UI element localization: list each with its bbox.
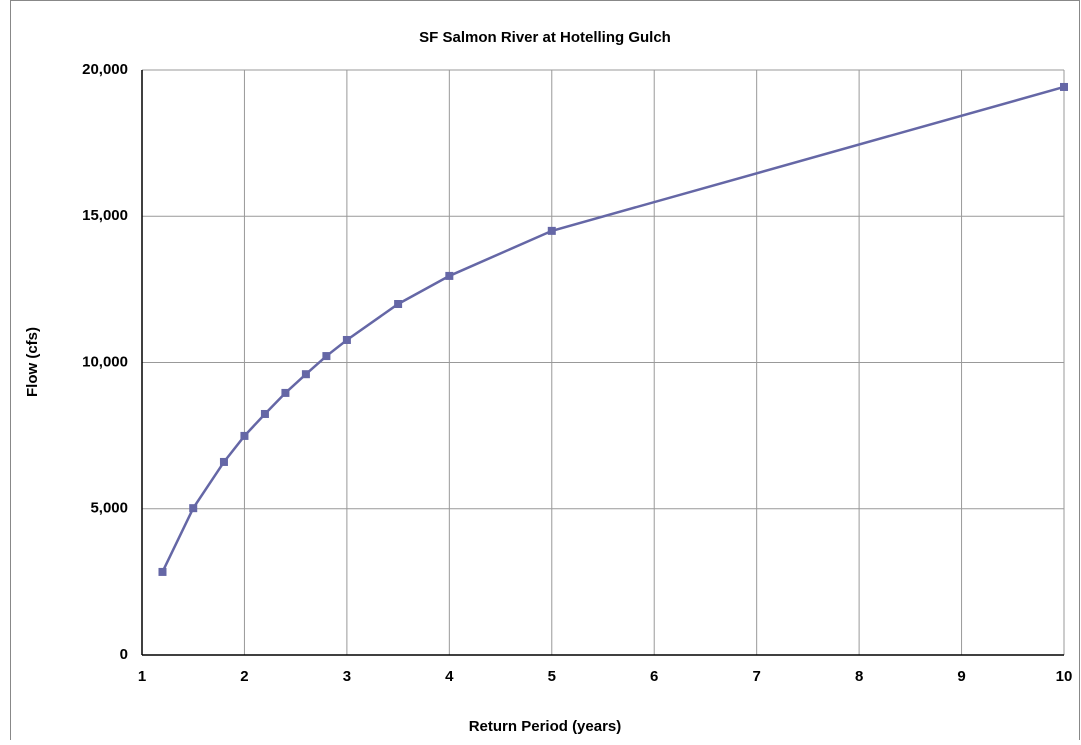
x-tick-label: 2: [240, 668, 248, 685]
x-tick-label: 5: [548, 668, 556, 685]
data-point: [189, 504, 198, 513]
data-point: [1060, 82, 1068, 91]
x-tick-label: 1: [138, 668, 146, 685]
x-axis-label: Return Period (years): [469, 718, 622, 735]
data-point: [240, 431, 249, 440]
data-point: [342, 335, 351, 344]
y-tick-label: 20,000: [82, 61, 128, 78]
data-point: [219, 457, 228, 466]
y-tick-label: 5,000: [90, 500, 128, 517]
x-tick-label: 7: [752, 668, 760, 685]
chart-title: SF Salmon River at Hotelling Gulch: [419, 29, 671, 46]
chart-frame: [10, 0, 1080, 745]
x-tick-label: 9: [957, 668, 965, 685]
y-tick-label: 10,000: [82, 353, 128, 370]
y-tick-label: 15,000: [82, 207, 128, 224]
x-tick-label: 3: [343, 668, 351, 685]
data-point: [260, 409, 269, 418]
y-axis-label: Flow (cfs): [24, 327, 41, 397]
data-point: [445, 271, 454, 280]
data-point: [301, 370, 310, 379]
data-point: [281, 388, 290, 397]
data-point: [158, 567, 167, 576]
data-point: [547, 226, 556, 235]
x-tick-label: 8: [855, 668, 863, 685]
data-point: [394, 300, 403, 308]
x-tick-label: 6: [650, 668, 658, 685]
x-tick-label: 4: [445, 668, 454, 685]
data-point: [322, 352, 331, 361]
x-tick-label: 10: [1056, 668, 1073, 685]
y-tick-label: 0: [120, 646, 128, 663]
